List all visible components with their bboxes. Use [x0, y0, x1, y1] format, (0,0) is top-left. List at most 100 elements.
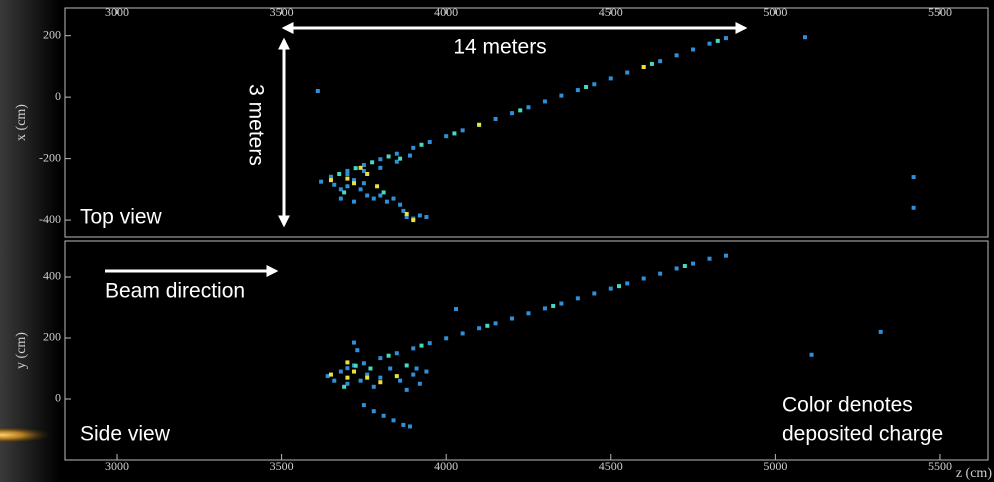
hit — [392, 197, 396, 201]
event-display: 300035004000450050005500-400-2000200x (c… — [0, 0, 994, 482]
y-tick-label: 0 — [55, 391, 61, 405]
hit — [365, 376, 369, 380]
hit — [691, 47, 695, 51]
hit — [543, 306, 547, 310]
hit — [444, 134, 448, 138]
hit — [378, 166, 382, 170]
hit — [319, 180, 323, 184]
hit — [708, 257, 712, 261]
hit — [424, 370, 428, 374]
hit — [576, 296, 580, 300]
annotation: Top view — [80, 206, 163, 229]
hit — [395, 152, 399, 156]
hit — [642, 65, 646, 69]
hit — [352, 370, 356, 374]
hit — [411, 218, 415, 222]
hit — [345, 184, 349, 188]
hit — [428, 140, 432, 144]
hit — [387, 154, 391, 158]
y-tick-label: -400 — [39, 212, 61, 226]
annotation: Beam direction — [105, 280, 245, 303]
hit — [408, 424, 412, 428]
hit — [359, 166, 363, 170]
hit — [372, 409, 376, 413]
hit — [368, 366, 372, 370]
hit — [398, 157, 402, 161]
hit — [708, 42, 712, 46]
hit — [352, 181, 356, 185]
hit — [359, 187, 363, 191]
hit — [385, 200, 389, 204]
hit — [625, 281, 629, 285]
hit — [370, 160, 374, 164]
y-tick-label: 400 — [43, 269, 61, 283]
annotation: 14 meters — [453, 36, 546, 59]
hit — [339, 370, 343, 374]
x-tick-label: 3000 — [105, 5, 129, 19]
hit — [378, 356, 382, 360]
hit — [398, 203, 402, 207]
hit — [879, 330, 883, 334]
hit — [683, 264, 687, 268]
hit — [576, 88, 580, 92]
hit — [354, 166, 358, 170]
hit — [551, 304, 555, 308]
hit — [526, 311, 530, 315]
hit — [418, 382, 422, 386]
x-tick-label: 5000 — [763, 459, 787, 473]
hit — [415, 366, 419, 370]
hit — [559, 94, 563, 98]
hit — [810, 353, 814, 357]
hit — [387, 354, 391, 358]
hit — [411, 373, 415, 377]
hit — [405, 388, 409, 392]
hit — [428, 341, 432, 345]
hit — [510, 316, 514, 320]
hit — [337, 172, 341, 176]
hit — [419, 143, 423, 147]
hit — [382, 414, 386, 418]
y-tick-label: 200 — [43, 330, 61, 344]
hit — [617, 284, 621, 288]
hit — [494, 321, 498, 325]
hit — [359, 379, 363, 383]
hit — [485, 324, 489, 328]
hit — [494, 117, 498, 121]
hit — [375, 184, 379, 188]
hit — [355, 348, 359, 352]
hit — [372, 385, 376, 389]
annotation: deposited charge — [782, 423, 943, 446]
x-tick-label: 3500 — [270, 459, 294, 473]
hit — [424, 215, 428, 219]
hit — [362, 361, 366, 365]
hit — [658, 59, 662, 63]
hit — [691, 262, 695, 266]
hit — [378, 376, 382, 380]
x-tick-label: 4500 — [599, 5, 623, 19]
hit — [912, 206, 916, 210]
hit — [543, 99, 547, 103]
x-axis-label: z (cm) — [956, 466, 992, 481]
hit — [382, 190, 386, 194]
hit — [803, 35, 807, 39]
hit — [452, 131, 456, 135]
hit — [339, 197, 343, 201]
annotation: Side view — [80, 423, 171, 446]
y-tick-label: 200 — [43, 27, 61, 41]
hit — [461, 331, 465, 335]
hit — [345, 366, 349, 370]
annotation: 3 meters — [244, 84, 267, 166]
hit — [625, 71, 629, 75]
hit — [405, 212, 409, 216]
x-tick-label: 5500 — [928, 5, 952, 19]
hit — [724, 254, 728, 258]
hit — [332, 379, 336, 383]
hit — [329, 178, 333, 182]
hit — [378, 157, 382, 161]
hit — [398, 379, 402, 383]
hit — [716, 39, 720, 43]
hit — [419, 344, 423, 348]
x-tick-label: 5500 — [928, 459, 952, 473]
x-tick-label: 5000 — [763, 5, 787, 19]
hit — [609, 76, 613, 80]
